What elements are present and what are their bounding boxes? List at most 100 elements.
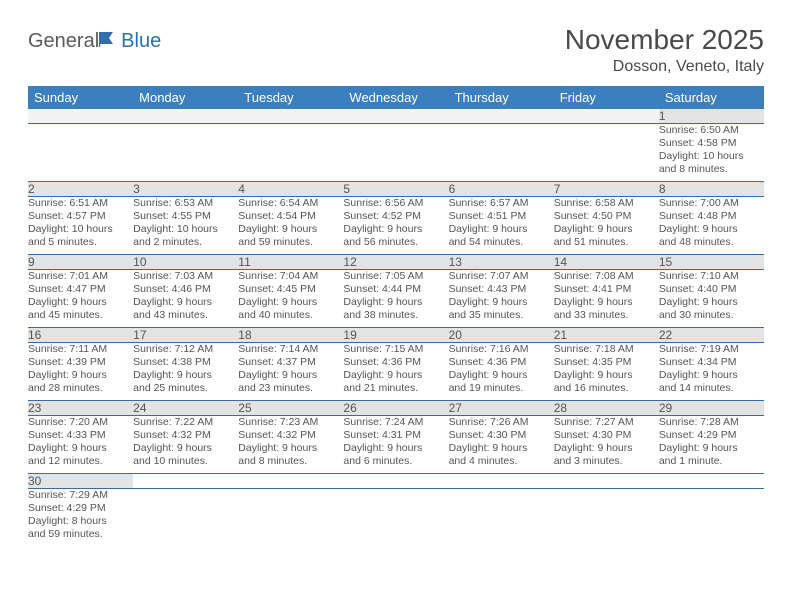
day-body-cell — [238, 489, 343, 547]
sunrise-line: Sunrise: 7:07 AM — [449, 270, 554, 283]
day-body-cell: Sunrise: 7:29 AMSunset: 4:29 PMDaylight:… — [28, 489, 133, 547]
day-body-cell: Sunrise: 6:54 AMSunset: 4:54 PMDaylight:… — [238, 197, 343, 255]
day-number-cell: 15 — [659, 255, 764, 270]
sunset-line: Sunset: 4:45 PM — [238, 283, 343, 296]
day-number-cell: 7 — [554, 182, 659, 197]
day-number-cell: 27 — [449, 401, 554, 416]
day-body-cell: Sunrise: 6:56 AMSunset: 4:52 PMDaylight:… — [343, 197, 448, 255]
daylight-line-1: Daylight: 9 hours — [554, 442, 659, 455]
sunrise-line: Sunrise: 7:24 AM — [343, 416, 448, 429]
sunset-line: Sunset: 4:55 PM — [133, 210, 238, 223]
sunrise-line: Sunrise: 7:08 AM — [554, 270, 659, 283]
day-number-cell: 24 — [133, 401, 238, 416]
day-body-cell — [343, 124, 448, 182]
sunrise-line: Sunrise: 7:15 AM — [343, 343, 448, 356]
daylight-line-2: and 8 minutes. — [238, 455, 343, 468]
sunrise-line: Sunrise: 7:12 AM — [133, 343, 238, 356]
daylight-line-1: Daylight: 9 hours — [343, 296, 448, 309]
weekday-header: Tuesday — [238, 86, 343, 109]
daylight-line-1: Daylight: 9 hours — [238, 369, 343, 382]
day-number-cell: 26 — [343, 401, 448, 416]
sunset-line: Sunset: 4:57 PM — [28, 210, 133, 223]
day-body-cell: Sunrise: 7:22 AMSunset: 4:32 PMDaylight:… — [133, 416, 238, 474]
day-number-cell: 30 — [28, 474, 133, 489]
flag-icon — [99, 30, 121, 53]
header: General Blue November 2025 Dosson, Venet… — [28, 24, 764, 76]
daylight-line-1: Daylight: 8 hours — [28, 515, 133, 528]
daylight-line-2: and 30 minutes. — [659, 309, 764, 322]
day-body-cell: Sunrise: 6:53 AMSunset: 4:55 PMDaylight:… — [133, 197, 238, 255]
daylight-line-1: Daylight: 9 hours — [28, 369, 133, 382]
daylight-line-1: Daylight: 9 hours — [554, 296, 659, 309]
sunset-line: Sunset: 4:46 PM — [133, 283, 238, 296]
sunset-line: Sunset: 4:44 PM — [343, 283, 448, 296]
daylight-line-1: Daylight: 9 hours — [343, 223, 448, 236]
daylight-line-1: Daylight: 10 hours — [28, 223, 133, 236]
sunrise-line: Sunrise: 7:04 AM — [238, 270, 343, 283]
day-number-cell — [554, 109, 659, 124]
day-body-cell: Sunrise: 7:05 AMSunset: 4:44 PMDaylight:… — [343, 270, 448, 328]
day-number-row: 1 — [28, 109, 764, 124]
sunset-line: Sunset: 4:40 PM — [659, 283, 764, 296]
daylight-line-1: Daylight: 9 hours — [554, 223, 659, 236]
sunrise-line: Sunrise: 7:29 AM — [28, 489, 133, 502]
day-number-cell — [28, 109, 133, 124]
day-number-cell — [238, 109, 343, 124]
day-body-cell — [449, 489, 554, 547]
daylight-line-1: Daylight: 9 hours — [238, 223, 343, 236]
daylight-line-2: and 48 minutes. — [659, 236, 764, 249]
logo-text-blue: Blue — [121, 30, 161, 53]
sunrise-line: Sunrise: 7:27 AM — [554, 416, 659, 429]
day-number-cell: 10 — [133, 255, 238, 270]
daylight-line-2: and 43 minutes. — [133, 309, 238, 322]
daylight-line-2: and 4 minutes. — [449, 455, 554, 468]
day-number-cell: 5 — [343, 182, 448, 197]
day-number-cell: 20 — [449, 328, 554, 343]
sunset-line: Sunset: 4:32 PM — [133, 429, 238, 442]
day-body-cell: Sunrise: 7:00 AMSunset: 4:48 PMDaylight:… — [659, 197, 764, 255]
daylight-line-1: Daylight: 9 hours — [238, 442, 343, 455]
day-body-cell: Sunrise: 7:15 AMSunset: 4:36 PMDaylight:… — [343, 343, 448, 401]
daylight-line-1: Daylight: 10 hours — [659, 150, 764, 163]
sunrise-line: Sunrise: 7:05 AM — [343, 270, 448, 283]
daylight-line-2: and 8 minutes. — [659, 163, 764, 176]
day-number-cell: 22 — [659, 328, 764, 343]
sunset-line: Sunset: 4:51 PM — [449, 210, 554, 223]
sunset-line: Sunset: 4:29 PM — [659, 429, 764, 442]
day-number-row: 23242526272829 — [28, 401, 764, 416]
daylight-line-1: Daylight: 9 hours — [659, 442, 764, 455]
sunrise-line: Sunrise: 7:10 AM — [659, 270, 764, 283]
logo: General Blue — [28, 30, 161, 53]
day-number-cell: 11 — [238, 255, 343, 270]
day-body-cell: Sunrise: 7:20 AMSunset: 4:33 PMDaylight:… — [28, 416, 133, 474]
day-body-row: Sunrise: 7:29 AMSunset: 4:29 PMDaylight:… — [28, 489, 764, 547]
sunset-line: Sunset: 4:35 PM — [554, 356, 659, 369]
sunset-line: Sunset: 4:48 PM — [659, 210, 764, 223]
day-number-cell: 13 — [449, 255, 554, 270]
weekday-header: Monday — [133, 86, 238, 109]
daylight-line-2: and 38 minutes. — [343, 309, 448, 322]
day-body-cell: Sunrise: 7:23 AMSunset: 4:32 PMDaylight:… — [238, 416, 343, 474]
day-number-cell — [554, 474, 659, 489]
day-body-cell: Sunrise: 7:16 AMSunset: 4:36 PMDaylight:… — [449, 343, 554, 401]
daylight-line-2: and 28 minutes. — [28, 382, 133, 395]
day-number-cell: 19 — [343, 328, 448, 343]
day-body-cell: Sunrise: 7:10 AMSunset: 4:40 PMDaylight:… — [659, 270, 764, 328]
day-body-cell: Sunrise: 6:58 AMSunset: 4:50 PMDaylight:… — [554, 197, 659, 255]
daylight-line-2: and 33 minutes. — [554, 309, 659, 322]
sunrise-line: Sunrise: 6:57 AM — [449, 197, 554, 210]
daylight-line-1: Daylight: 10 hours — [133, 223, 238, 236]
sunset-line: Sunset: 4:50 PM — [554, 210, 659, 223]
daylight-line-2: and 12 minutes. — [28, 455, 133, 468]
sunset-line: Sunset: 4:36 PM — [449, 356, 554, 369]
day-number-cell: 16 — [28, 328, 133, 343]
sunrise-line: Sunrise: 6:53 AM — [133, 197, 238, 210]
daylight-line-1: Daylight: 9 hours — [133, 369, 238, 382]
daylight-line-2: and 35 minutes. — [449, 309, 554, 322]
daylight-line-2: and 2 minutes. — [133, 236, 238, 249]
day-number-cell — [343, 474, 448, 489]
daylight-line-1: Daylight: 9 hours — [659, 369, 764, 382]
sunrise-line: Sunrise: 7:19 AM — [659, 343, 764, 356]
weekday-header: Wednesday — [343, 86, 448, 109]
sunrise-line: Sunrise: 6:58 AM — [554, 197, 659, 210]
